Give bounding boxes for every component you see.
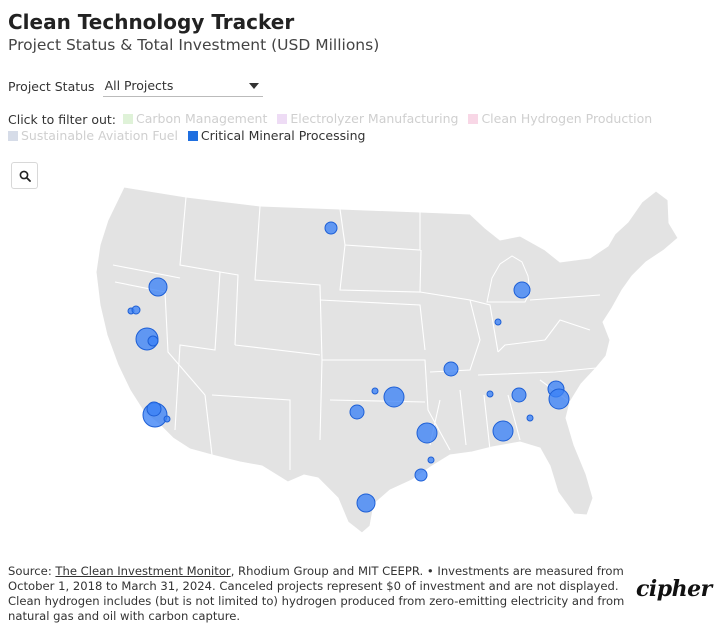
project-marker[interactable] <box>548 388 570 410</box>
project-marker[interactable] <box>148 277 168 297</box>
legend-item-critical-mineral-processing[interactable]: Critical Mineral Processing <box>187 128 366 144</box>
project-marker[interactable] <box>414 468 428 482</box>
project-marker[interactable] <box>513 281 531 299</box>
project-marker[interactable] <box>443 361 459 377</box>
page-title: Clean Technology Tracker <box>8 10 295 34</box>
legend-item-clean-hydrogen-production[interactable]: Clean Hydrogen Production <box>468 111 652 127</box>
project-marker[interactable] <box>146 401 162 417</box>
project-marker[interactable] <box>131 305 141 315</box>
project-markers <box>127 221 570 513</box>
project-marker[interactable] <box>371 387 379 395</box>
category-legend: Click to filter out: Carbon Management E… <box>8 111 698 145</box>
project-marker[interactable] <box>349 404 365 420</box>
project-marker[interactable] <box>356 493 376 513</box>
cipher-logo: cipher <box>636 576 712 602</box>
search-icon <box>19 170 31 182</box>
legend-swatch <box>8 131 18 141</box>
project-marker[interactable] <box>324 221 338 235</box>
project-marker[interactable] <box>492 420 514 442</box>
page-subtitle: Project Status & Total Investment (USD M… <box>8 36 380 54</box>
legend-label: Clean Hydrogen Production <box>481 111 653 126</box>
footer-note: Source: The Clean Investment Monitor, Rh… <box>8 564 633 624</box>
source-link[interactable]: The Clean Investment Monitor <box>55 564 231 578</box>
legend-swatch <box>123 114 133 124</box>
legend-item-sustainable-aviation-fuel[interactable]: Sustainable Aviation Fuel <box>8 128 178 144</box>
legend-label: Sustainable Aviation Fuel <box>21 128 178 143</box>
source-note: , Rhodium Group and MIT CEEPR. • Investm… <box>8 564 625 623</box>
project-status-dropdown[interactable]: All Projects <box>102 75 263 97</box>
legend-label: Critical Mineral Processing <box>200 128 366 143</box>
project-marker[interactable] <box>416 422 438 444</box>
legend-label: Carbon Management <box>136 111 268 126</box>
legend-item-carbon-management[interactable]: Carbon Management <box>123 111 267 127</box>
legend-item-electrolyzer-manufacturing[interactable]: Electrolyzer Manufacturing <box>277 111 458 127</box>
legend-prompt: Click to filter out: <box>8 112 117 127</box>
project-status-label: Project Status <box>8 78 95 94</box>
project-status-filter: Project Status All Projects <box>8 75 263 97</box>
project-marker[interactable] <box>427 456 435 464</box>
legend-swatch <box>277 114 288 124</box>
project-marker[interactable] <box>486 390 494 398</box>
legend-swatch <box>187 131 198 141</box>
map-search-button[interactable] <box>11 162 38 189</box>
project-marker[interactable] <box>526 414 534 422</box>
legend-label: Electrolyzer Manufacturing <box>290 111 459 126</box>
project-marker[interactable] <box>147 335 159 347</box>
source-prefix: Source: <box>8 564 56 578</box>
project-marker[interactable] <box>494 318 502 326</box>
legend-swatch <box>468 114 479 124</box>
us-map-svg <box>95 186 679 534</box>
us-map[interactable] <box>0 150 714 550</box>
project-marker[interactable] <box>163 415 171 423</box>
project-marker[interactable] <box>383 386 405 408</box>
state-borders <box>112 196 601 470</box>
project-marker[interactable] <box>511 387 527 403</box>
project-status-value: All Projects <box>104 78 174 93</box>
chevron-down-icon <box>248 82 259 89</box>
